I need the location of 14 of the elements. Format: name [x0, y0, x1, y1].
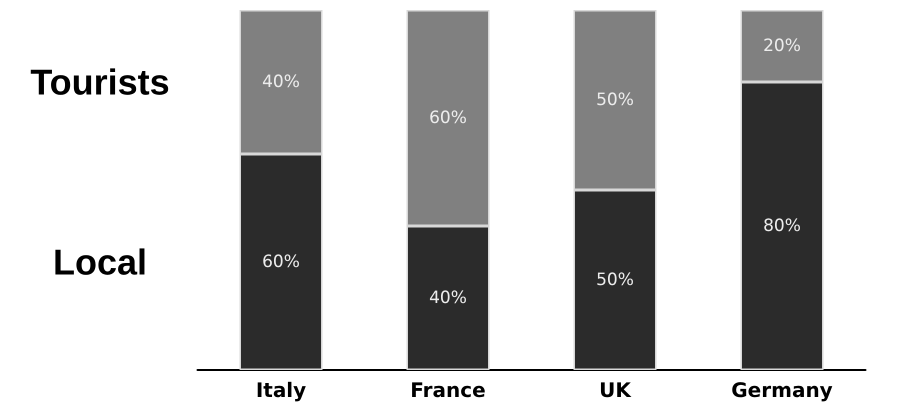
x-tick-label: UK [599, 378, 632, 402]
data-label: 80% [763, 216, 801, 236]
data-label: 60% [429, 108, 467, 128]
x-tick-label: Germany [731, 378, 833, 402]
data-label: 50% [596, 90, 634, 110]
text: Local [52, 242, 148, 282]
data-label: 50% [596, 270, 634, 290]
data-label: 20% [763, 36, 801, 56]
data-label: 40% [429, 288, 467, 308]
data-label: 60% [262, 252, 300, 272]
x-tick-label: Italy [256, 378, 306, 402]
data-label: 40% [262, 72, 300, 92]
series-label: Tourists [30, 62, 170, 102]
x-tick-label: France [410, 378, 486, 402]
